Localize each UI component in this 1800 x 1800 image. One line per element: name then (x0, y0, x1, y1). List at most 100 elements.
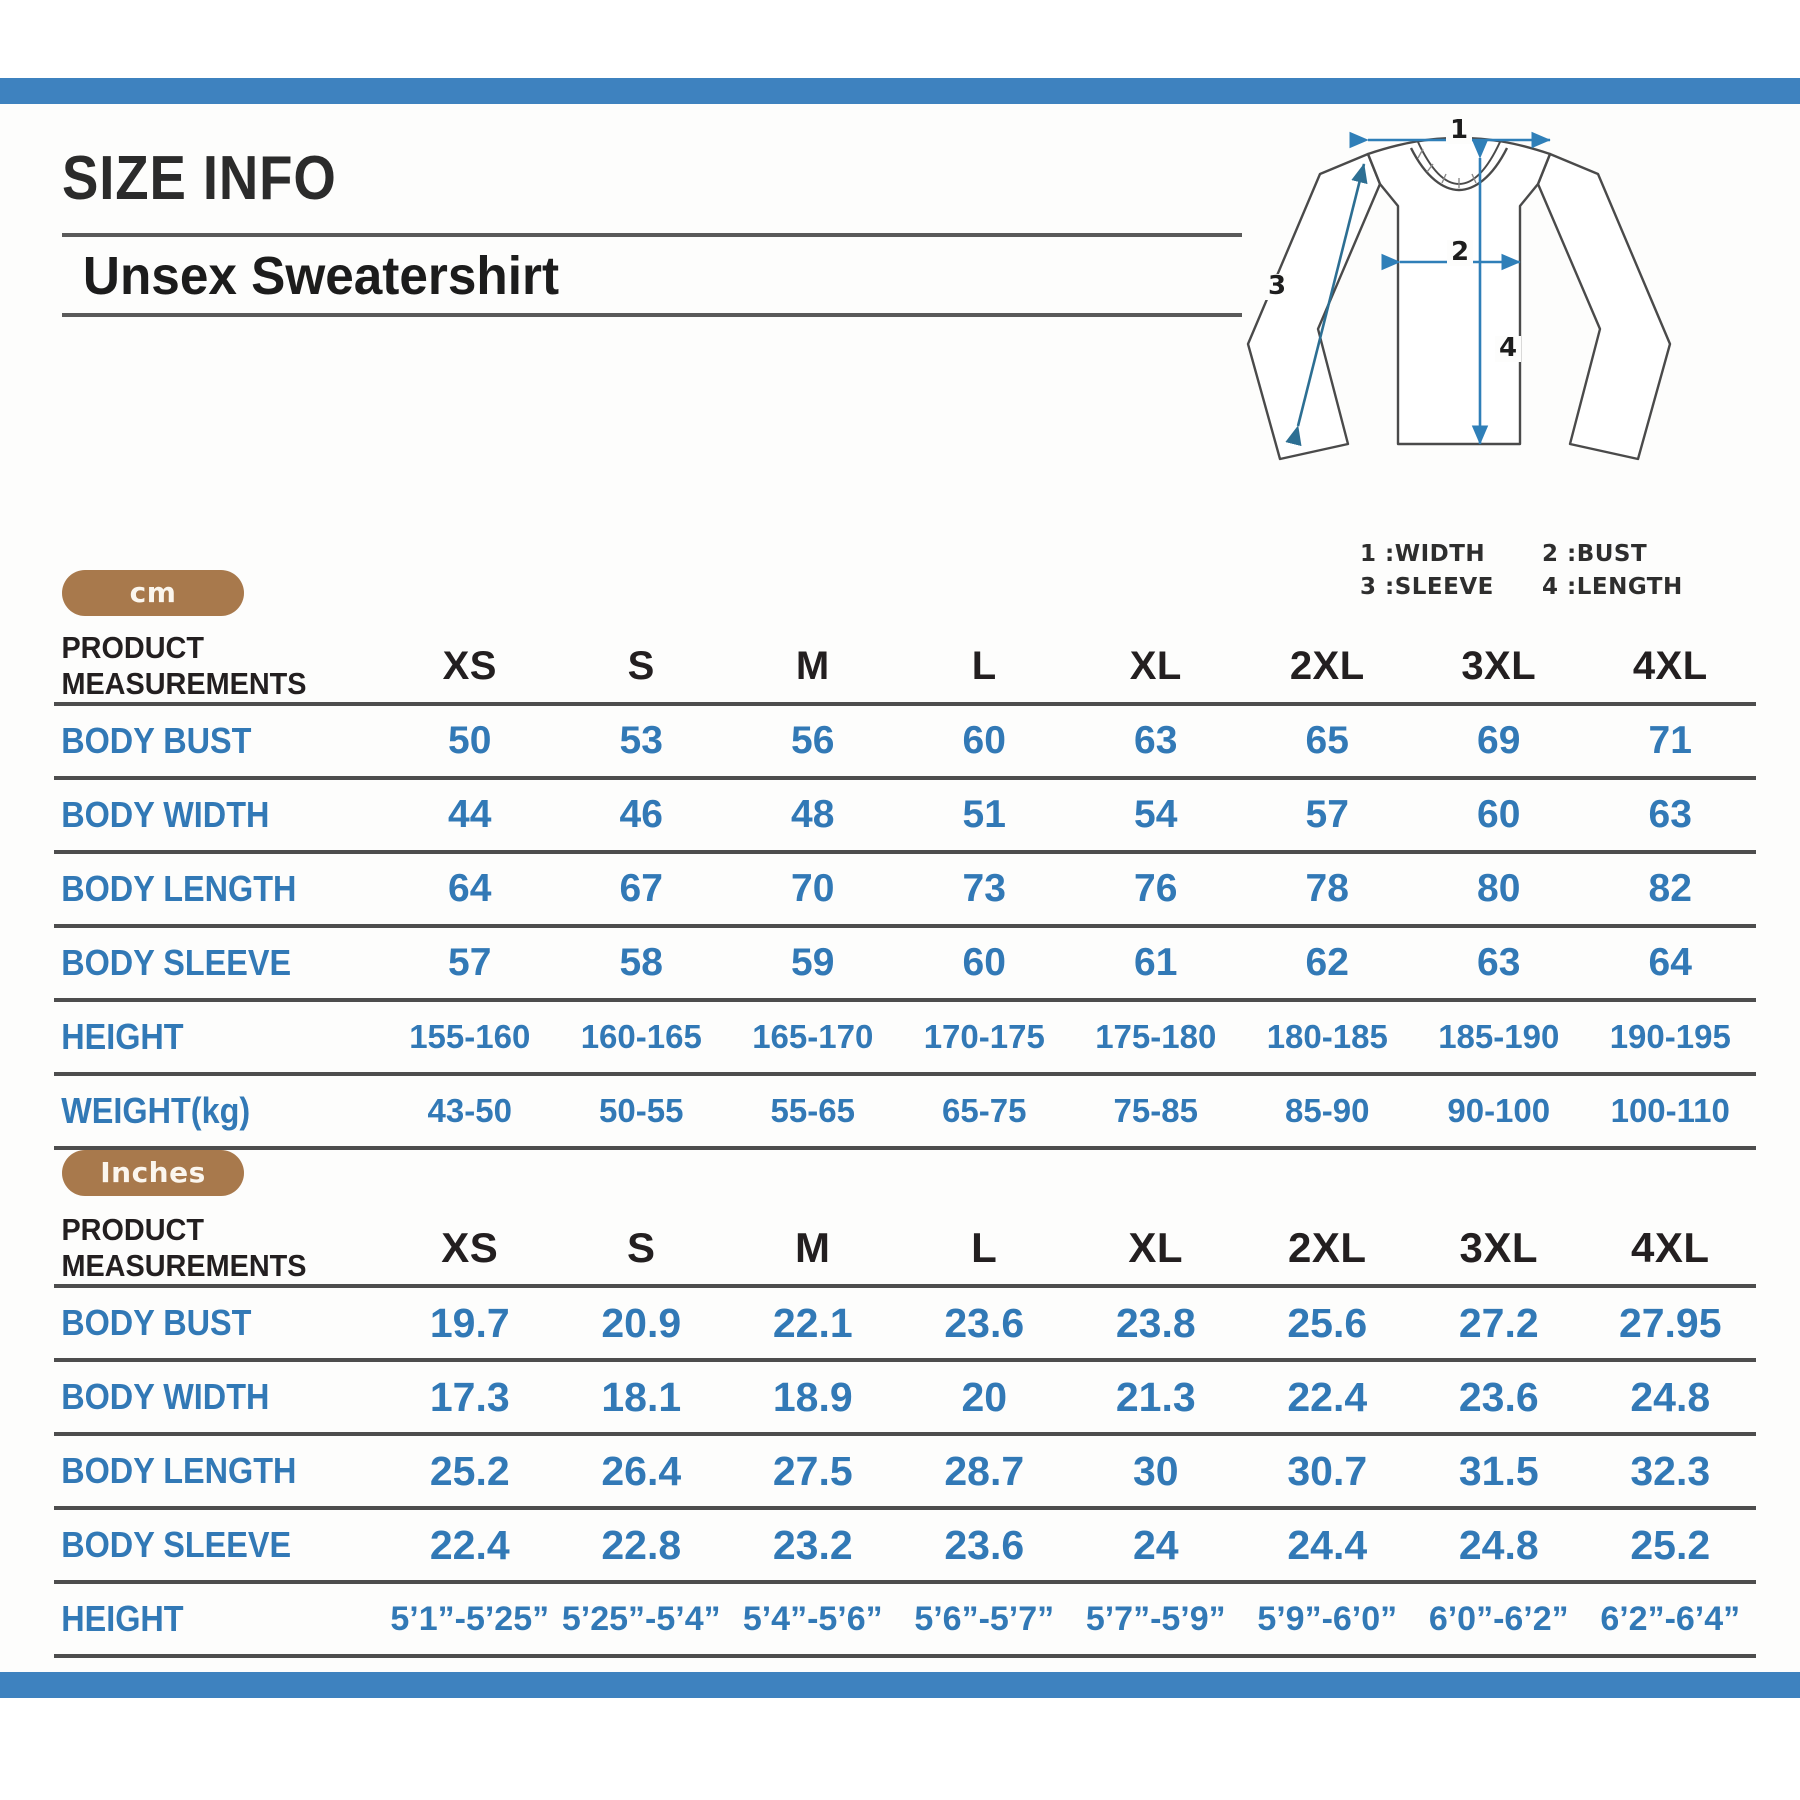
row-label: HEIGHT (61, 1016, 184, 1057)
column-header-4xl: 4XL (1630, 1224, 1710, 1271)
table-cell: 65-75 (942, 1092, 1027, 1129)
table-cell: 5’4”-5’6” (742, 1599, 883, 1638)
table-cell: 6’2”-6’4” (1600, 1599, 1741, 1638)
table-cell: 62 (1305, 941, 1349, 984)
table-cell: 180-185 (1266, 1018, 1388, 1055)
table-cell: 25.2 (429, 1447, 510, 1494)
table-cell: 80 (1477, 867, 1521, 910)
table-cell: 5’6”-5’7” (914, 1599, 1055, 1638)
table-cell: 25.2 (1630, 1521, 1711, 1568)
table-cell: 30 (1132, 1447, 1179, 1494)
unit-badge-cm: cm (62, 570, 244, 616)
table-cell: 5’25”-5’4” (561, 1599, 721, 1638)
table-cell: 65 (1305, 719, 1349, 762)
table-cell: 20 (961, 1373, 1008, 1420)
diagram-marker-3: 3 (1268, 271, 1286, 301)
table-cell: 24.8 (1630, 1373, 1711, 1420)
diagram-marker-2: 2 (1451, 237, 1469, 267)
table-cell: 26.4 (601, 1447, 682, 1494)
row-label: BODY SLEEVE (61, 1524, 292, 1565)
table-cell: 27.5 (772, 1447, 853, 1494)
table-cell: 76 (1134, 867, 1178, 910)
table-cell: 23.2 (772, 1521, 853, 1568)
table-cell: 18.1 (601, 1373, 682, 1420)
table-cell: 53 (619, 719, 663, 762)
table-cell: 55-65 (770, 1092, 855, 1129)
column-header-2xl: 2XL (1289, 643, 1365, 688)
table-cell: 64 (448, 867, 492, 910)
table-cell: 57 (1305, 793, 1349, 836)
column-header-s: S (626, 1224, 656, 1271)
table-cell: 22.4 (429, 1521, 510, 1568)
column-header-measurements: PRODUCT MEASUREMENTS (61, 1212, 307, 1283)
row-label: BODY BUST (61, 1302, 252, 1343)
table-cell: 56 (791, 719, 835, 762)
table-cell: 22.4 (1287, 1373, 1368, 1420)
column-header-measurements: PRODUCT MEASUREMENTS (61, 630, 307, 701)
table-cell: 23.6 (944, 1299, 1025, 1346)
table-cell: 73 (962, 867, 1006, 910)
table-cell: 70 (791, 867, 835, 910)
garment-diagram: 1 2 3 4 (1168, 114, 1768, 474)
table-cell: 60 (962, 941, 1006, 984)
table-cell: 22.8 (601, 1521, 682, 1568)
column-header-l: L (971, 643, 997, 688)
table-cell: 43-50 (427, 1092, 512, 1129)
column-header-xl: XL (1128, 1224, 1184, 1271)
table-cell: 100-110 (1610, 1092, 1730, 1129)
bottom-blue-band (0, 1672, 1800, 1698)
table-cell: 32.3 (1630, 1447, 1711, 1494)
table-row: WEIGHT(kg) 43-50 50-55 55-65 65-75 75-85 85-90… (54, 1074, 1756, 1148)
top-white-margin (0, 0, 1800, 78)
size-table-inches: PRODUCT MEASUREMENTS XS S M L XL 2XL 3XL… (54, 1212, 1756, 1732)
table-cell: 6’0”-6’2” (1428, 1599, 1569, 1638)
table-cell: 25.6 (1287, 1299, 1368, 1346)
table-cell: 60 (1477, 793, 1521, 836)
row-label: BODY LENGTH (61, 868, 297, 909)
table-header-row: PRODUCT MEASUREMENTS XS S M L XL 2XL 3XL… (54, 1212, 1756, 1286)
table-cell: 160-165 (580, 1018, 702, 1055)
column-header-3xl: 3XL (1459, 1224, 1539, 1271)
legend-item-width: 1 :WIDTH (1360, 541, 1486, 567)
chart-content: SIZE INFO Unsex Sweatershirt (0, 104, 1800, 1730)
table-cell: 50-55 (599, 1092, 684, 1129)
table-cell: 24.8 (1458, 1521, 1539, 1568)
table-cell: 69 (1477, 719, 1521, 762)
title-divider-bottom (62, 313, 1242, 318)
table-cell: 19.7 (429, 1299, 510, 1346)
bottom-white-margin (0, 1698, 1800, 1800)
table-cell: 23.6 (944, 1521, 1025, 1568)
row-label: BODY BUST (61, 720, 252, 761)
table-row: BODY WIDTH 17.3 18.1 18.9 20 21.3 22.4 23.6 24.8 (54, 1360, 1756, 1434)
table-cell: 58 (619, 941, 663, 984)
table-cell: 51 (962, 793, 1006, 836)
table-cell: 23.6 (1458, 1373, 1539, 1420)
table-cell: 63 (1134, 719, 1178, 762)
table-cell: 46 (619, 793, 663, 836)
row-label: BODY WIDTH (61, 1376, 270, 1417)
table-cell: 22.1 (772, 1299, 853, 1346)
legend-item-sleeve: 3 :SLEEVE (1360, 573, 1494, 600)
unit-badge-inches: Inches (62, 1150, 244, 1196)
table-cell: 23.8 (1115, 1299, 1196, 1346)
table-cell: 27.95 (1618, 1299, 1722, 1346)
table-cell: 64 (1648, 941, 1692, 984)
table-row: HEIGHT 5’1”-5’25” 5’25”-5’4” 5’4”-5’6” 5’6”-… (54, 1582, 1756, 1656)
table-cell: 61 (1134, 941, 1178, 984)
table-cell: 24 (1132, 1521, 1179, 1568)
table-row: BODY SLEEVE 22.4 22.8 23.2 23.6 24 24.4 24.8 25.… (54, 1508, 1756, 1582)
size-table-cm-body: BODY BUST 50 53 56 60 63 65 69 71 BODY WIDTH 44 46 4… (54, 704, 1756, 1148)
table-row: BODY BUST 50 53 56 60 63 65 69 71 (54, 704, 1756, 778)
size-table-cm-head: PRODUCT MEASUREMENTS XS S M L XL 2XL 3XL… (54, 630, 1756, 704)
table-cell: 155-160 (409, 1018, 531, 1055)
table-cell: 28.7 (944, 1447, 1025, 1494)
table-cell: 31.5 (1458, 1447, 1539, 1494)
table-cell: 82 (1648, 867, 1692, 910)
size-table-inches-body: BODY BUST 19.7 20.9 22.1 23.6 23.8 25.6 27.2 27.… (54, 1286, 1756, 1730)
table-cell: 21.3 (1115, 1373, 1196, 1420)
table-cell: 30.7 (1287, 1447, 1368, 1494)
table-cell: 71 (1648, 719, 1692, 762)
table-cell: 44 (448, 793, 492, 836)
table-cell: 63 (1477, 941, 1521, 984)
